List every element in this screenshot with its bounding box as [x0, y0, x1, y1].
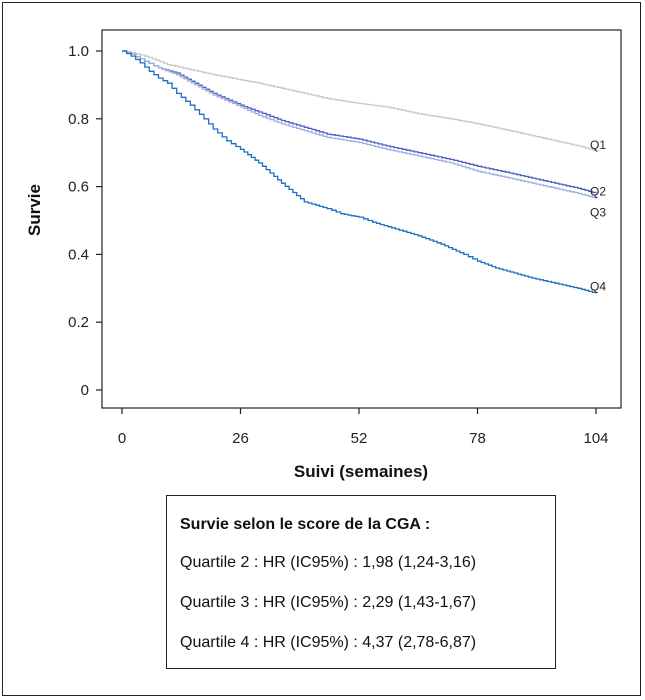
- x-axis-title: Suivi (semaines): [294, 462, 428, 481]
- series-line-q2: [122, 50, 597, 194]
- series-label-q2: Q2: [590, 184, 606, 198]
- series-label-q4: Q4: [590, 279, 606, 293]
- series-labels: Q1 Q2 Q3 Q4: [590, 138, 606, 293]
- x-tick-label: 26: [232, 430, 249, 447]
- series-line-q4: [122, 50, 597, 294]
- y-tick-label: 1.0: [68, 43, 89, 60]
- series-line-q3: [122, 50, 597, 199]
- y-axis-title: Survie: [25, 184, 44, 236]
- hazard-ratio-line-q2: Quartile 2 : HR (IC95%) : 1,98 (1,24-3,1…: [180, 554, 477, 571]
- y-tick-label: 0.2: [68, 314, 89, 331]
- series-label-q1: Q1: [590, 138, 606, 152]
- series-label-q3: Q3: [590, 205, 606, 219]
- series-line-q1: [122, 50, 597, 151]
- hazard-ratio-line-q3: Quartile 3 : HR (IC95%) : 2,29 (1,43-1,6…: [180, 594, 477, 611]
- hazard-ratio-title: Survie selon le score de la CGA :: [180, 516, 431, 533]
- x-tick-label: 52: [351, 430, 368, 447]
- x-tick-label: 78: [469, 430, 486, 447]
- y-tick-label: 0: [81, 382, 89, 399]
- y-tick-label: 0.6: [68, 179, 89, 196]
- axis-ticks: 0 0.2 0.4 0.6 0.8 1.0 0 26 52 78 104: [68, 43, 608, 447]
- hazard-ratio-line-q4: Quartile 4 : HR (IC95%) : 4,37 (2,78-6,8…: [180, 634, 477, 651]
- plot-area-border: [101, 29, 622, 409]
- y-tick-label: 0.8: [68, 111, 89, 128]
- hazard-ratio-box: Survie selon le score de la CGA : Quarti…: [166, 495, 556, 669]
- series-lines: [122, 50, 597, 294]
- x-tick-label: 104: [583, 430, 608, 447]
- y-tick-label: 0.4: [68, 246, 89, 263]
- x-tick-label: 0: [118, 430, 126, 447]
